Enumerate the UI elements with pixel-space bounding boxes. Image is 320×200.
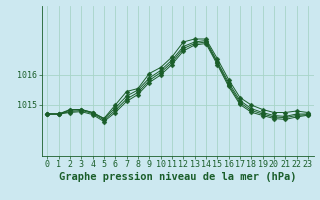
X-axis label: Graphe pression niveau de la mer (hPa): Graphe pression niveau de la mer (hPa): [59, 172, 296, 182]
